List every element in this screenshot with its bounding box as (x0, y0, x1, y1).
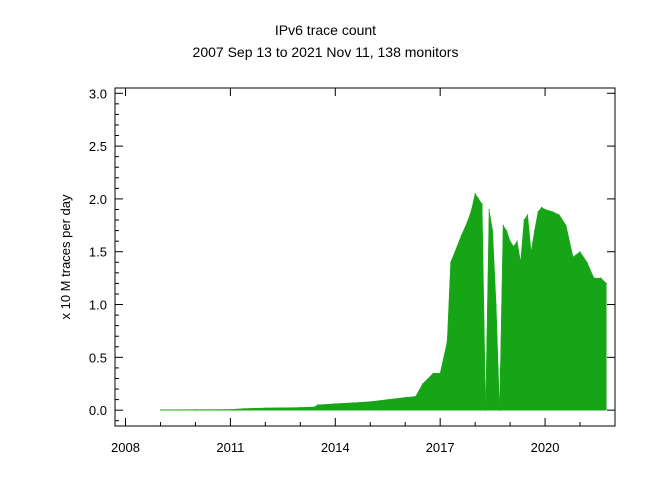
x-tick-label: 2008 (111, 440, 140, 455)
y-tick-label: 2.0 (89, 192, 107, 207)
data-point (513, 245, 515, 247)
y-tick-label: 1.5 (89, 245, 107, 260)
data-point (243, 408, 245, 410)
data-point (485, 409, 487, 411)
x-tick-label: 2020 (531, 440, 560, 455)
data-point (460, 235, 462, 237)
data-point (194, 409, 196, 411)
data-point (586, 261, 588, 263)
data-point (299, 406, 301, 409)
data-point (446, 340, 448, 343)
data-point (229, 408, 231, 411)
data-point (404, 396, 406, 399)
data-point (516, 240, 518, 242)
data-point (509, 240, 511, 242)
data-point (369, 401, 371, 403)
data-point (334, 403, 336, 405)
data-point (313, 406, 315, 408)
data-point (534, 230, 536, 232)
chart-subtitle: 2007 Sep 13 to 2021 Nov 11, 138 monitors (192, 44, 459, 60)
data-point (264, 407, 266, 409)
data-point (527, 214, 529, 216)
data-point (537, 211, 539, 213)
data-point (506, 230, 508, 232)
data-point (492, 230, 494, 232)
data-layer (159, 192, 607, 411)
series-area-0 (160, 192, 607, 411)
data-point (415, 395, 417, 397)
data-point (481, 203, 483, 205)
data-point (544, 208, 546, 211)
data-point (439, 372, 441, 374)
data-point (572, 256, 574, 258)
data-point (352, 402, 354, 404)
y-tick-label: 2.5 (89, 139, 107, 154)
data-point (317, 404, 319, 406)
data-point (474, 193, 476, 195)
data-point (450, 261, 452, 263)
y-tick-label: 0.5 (89, 350, 107, 365)
x-tick-label: 2014 (321, 440, 350, 455)
data-point (471, 208, 473, 211)
data-point (530, 251, 532, 253)
chart-title: IPv6 trace count (274, 22, 377, 38)
x-tick-label: 2017 (426, 440, 455, 455)
data-point (593, 277, 595, 279)
y-axis-label: x 10 M traces per day (58, 194, 73, 319)
data-point (432, 372, 434, 374)
data-point (467, 219, 469, 221)
tick-layer: 2008 2011 2014 2017 2020 0.0 0.5 1.0 1.5 2.0 2.5 3.… (89, 86, 616, 455)
data-point (605, 282, 607, 284)
data-point (541, 206, 543, 208)
data-point (387, 399, 389, 401)
x-tick-label: 2011 (216, 440, 244, 455)
data-point (558, 214, 560, 216)
y-tick-label: 1.0 (89, 298, 107, 313)
data-point (159, 409, 162, 411)
data-point (495, 303, 497, 306)
data-point (520, 261, 522, 263)
data-point (551, 211, 553, 213)
data-point (499, 409, 501, 411)
data-point (565, 224, 567, 226)
y-tick-label: 0.0 (89, 403, 107, 418)
data-point (600, 277, 602, 279)
data-point (502, 224, 504, 226)
data-point (579, 251, 581, 253)
plot-frame (114, 87, 616, 427)
y-tick-label: 3.0 (89, 86, 107, 101)
data-point (523, 219, 525, 221)
data-point (488, 208, 490, 211)
data-point (422, 383, 424, 385)
data-point (478, 198, 480, 200)
